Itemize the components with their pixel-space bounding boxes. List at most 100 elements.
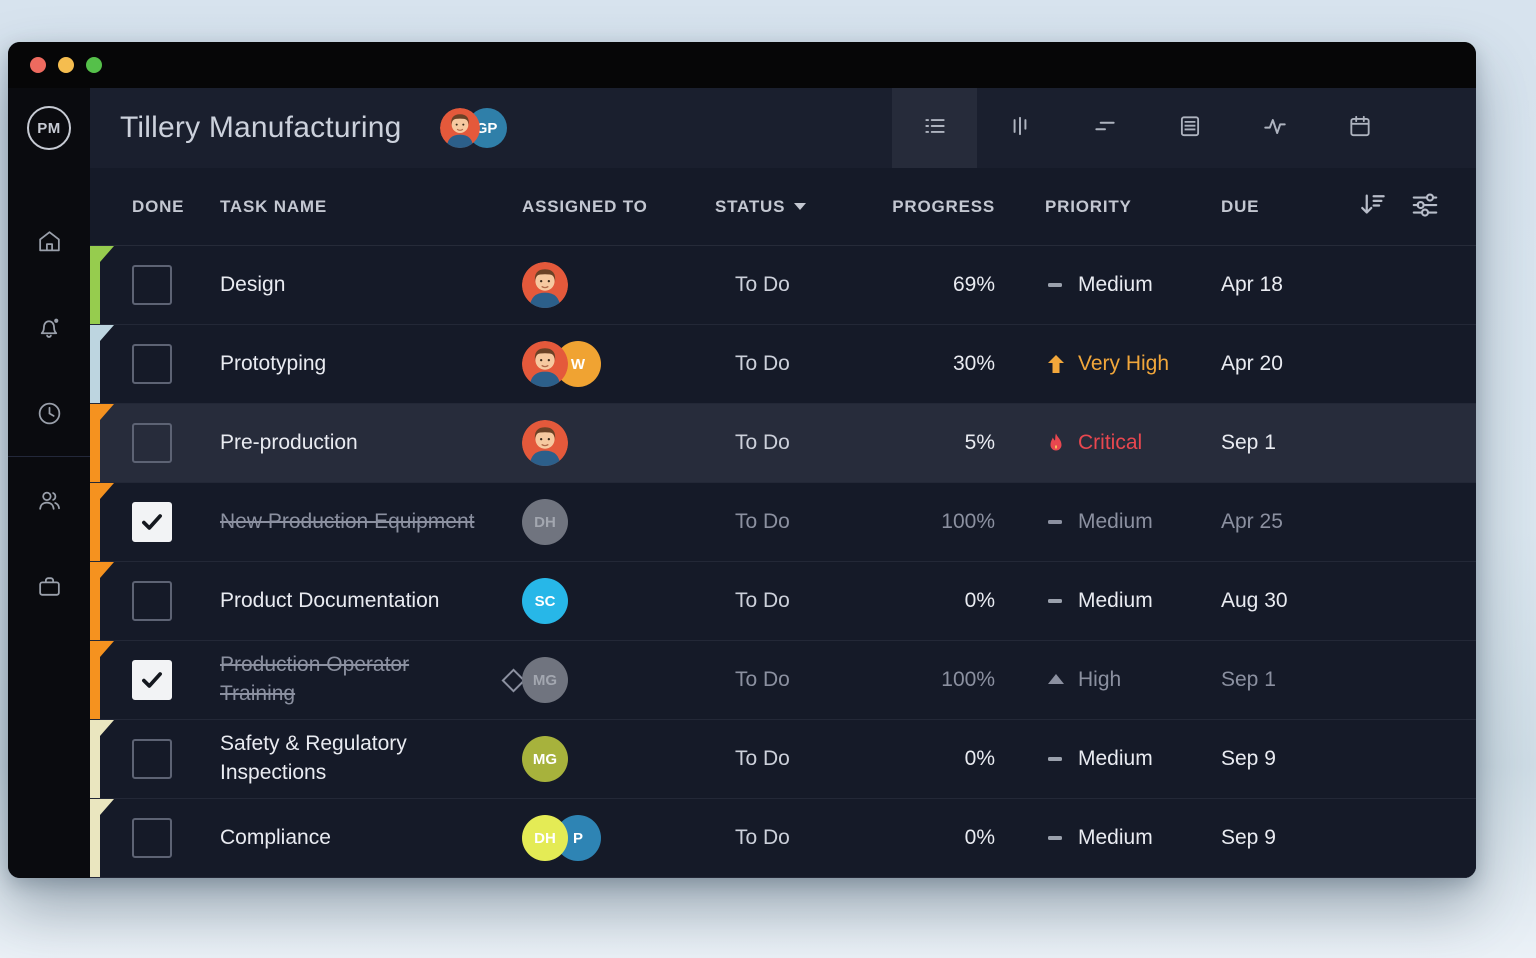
avatar[interactable]: DH: [522, 499, 568, 545]
column-task-name[interactable]: TASK NAME: [220, 196, 327, 216]
view-list-button[interactable]: [892, 88, 977, 168]
sidebar-item-notifications[interactable]: [8, 284, 90, 370]
task-priority[interactable]: Medium: [995, 747, 1221, 771]
task-priority[interactable]: Critical: [995, 431, 1221, 455]
task-name[interactable]: Pre-production: [220, 430, 358, 454]
assignees[interactable]: MG: [522, 736, 715, 782]
sort-button[interactable]: [1358, 190, 1388, 225]
task-priority[interactable]: Medium: [995, 826, 1221, 850]
avatar[interactable]: MG: [522, 657, 568, 703]
sidebar-divider: [8, 456, 90, 457]
done-checkbox[interactable]: [132, 502, 172, 542]
done-checkbox[interactable]: [132, 423, 172, 463]
table-row[interactable]: Compliance DH P To Do 0% Medium Sep 9: [90, 799, 1476, 878]
avatar-initials: GP: [475, 119, 498, 137]
view-gantt-button[interactable]: [1062, 88, 1147, 168]
task-due: Sep 9: [1221, 747, 1276, 770]
task-name[interactable]: New Production Equipment: [220, 509, 475, 533]
task-status[interactable]: To Do: [735, 747, 790, 770]
task-status[interactable]: To Do: [735, 589, 790, 612]
task-priority[interactable]: Medium: [995, 510, 1221, 534]
column-status[interactable]: STATUS: [715, 197, 875, 217]
task-status[interactable]: To Do: [735, 273, 790, 296]
task-name[interactable]: Compliance: [220, 825, 331, 849]
table-row[interactable]: Pre-production To Do 5% Critical Sep 1: [90, 404, 1476, 483]
view-sheet-button[interactable]: [1147, 88, 1232, 168]
done-checkbox[interactable]: [132, 581, 172, 621]
page-title: Tillery Manufacturing: [120, 111, 402, 144]
done-checkbox[interactable]: [132, 739, 172, 779]
avatar[interactable]: W: [555, 341, 601, 387]
table-row[interactable]: Production Operator Training MG To Do 10…: [90, 641, 1476, 720]
task-priority[interactable]: Medium: [995, 589, 1221, 613]
column-done[interactable]: DONE: [132, 196, 185, 216]
avatar[interactable]: DH: [522, 815, 568, 861]
sidebar-item-team[interactable]: [8, 457, 90, 543]
project-members[interactable]: GP: [439, 108, 507, 148]
avatar[interactable]: [522, 420, 568, 466]
task-progress: 0%: [964, 747, 995, 770]
task-color-strip: [90, 799, 114, 877]
table-row[interactable]: New Production Equipment DH To Do 100% M…: [90, 483, 1476, 562]
table-row[interactable]: Design To Do 69% Medium Apr 18: [90, 246, 1476, 325]
task-status[interactable]: To Do: [735, 510, 790, 533]
view-calendar-button[interactable]: [1317, 88, 1402, 168]
assignees[interactable]: SC: [522, 578, 715, 624]
table-header: DONE TASK NAME ASSIGNED TO STATUS PROGRE…: [90, 168, 1476, 246]
avatar[interactable]: MG: [522, 736, 568, 782]
assignees[interactable]: [522, 262, 715, 308]
task-due: Sep 1: [1221, 431, 1276, 454]
done-checkbox[interactable]: [132, 265, 172, 305]
table-row[interactable]: Product Documentation SC To Do 0% Medium…: [90, 562, 1476, 641]
avatar[interactable]: [439, 108, 480, 148]
task-status[interactable]: To Do: [735, 826, 790, 849]
project-header: Tillery Manufacturing GP: [90, 88, 1476, 168]
assignees[interactable]: DH P: [522, 815, 715, 861]
task-priority[interactable]: Medium: [995, 273, 1221, 297]
task-name[interactable]: Design: [220, 272, 286, 296]
task-status[interactable]: To Do: [735, 668, 790, 691]
column-due[interactable]: DUE: [1221, 196, 1260, 216]
table-row[interactable]: Safety & Regulatory Inspections MG To Do…: [90, 720, 1476, 799]
task-progress: 0%: [964, 589, 995, 612]
column-priority[interactable]: PRIORITY: [1045, 196, 1132, 216]
task-due: Aug 30: [1221, 589, 1288, 612]
view-board-button[interactable]: [977, 88, 1062, 168]
priority-label: Medium: [1078, 273, 1153, 296]
sidebar-item-home[interactable]: [8, 198, 90, 284]
assignees[interactable]: W: [522, 341, 715, 387]
task-status[interactable]: To Do: [735, 352, 790, 375]
task-name[interactable]: Product Documentation: [220, 588, 440, 612]
column-assigned-to[interactable]: ASSIGNED TO: [522, 196, 648, 216]
zoom-window-button[interactable]: [86, 57, 102, 73]
sheet-icon: [1177, 113, 1203, 144]
assignees[interactable]: [522, 420, 715, 466]
column-progress[interactable]: PROGRESS: [892, 196, 995, 216]
sidebar-item-projects[interactable]: [8, 543, 90, 629]
task-progress: 69%: [952, 273, 995, 296]
task-name[interactable]: Production Operator Training: [220, 653, 410, 705]
briefcase-icon: [36, 573, 63, 600]
task-status[interactable]: To Do: [735, 431, 790, 454]
minimize-window-button[interactable]: [58, 57, 74, 73]
avatar[interactable]: SC: [522, 578, 568, 624]
dash-icon: [1045, 748, 1067, 770]
sidebar-item-recent[interactable]: [8, 370, 90, 456]
done-checkbox[interactable]: [132, 344, 172, 384]
priority-label: High: [1078, 668, 1122, 691]
avatar[interactable]: [522, 262, 568, 308]
task-name[interactable]: Safety & Regulatory Inspections: [220, 732, 407, 784]
view-activity-button[interactable]: [1232, 88, 1317, 168]
task-priority[interactable]: Very High: [995, 352, 1221, 376]
assignees[interactable]: MG: [522, 657, 715, 703]
close-window-button[interactable]: [30, 57, 46, 73]
done-checkbox[interactable]: [132, 660, 172, 700]
task-priority[interactable]: High: [995, 668, 1221, 692]
done-checkbox[interactable]: [132, 818, 172, 858]
assignees[interactable]: DH: [522, 499, 715, 545]
table-row[interactable]: Prototyping W To Do 30% Very High Apr 20: [90, 325, 1476, 404]
avatar[interactable]: [522, 341, 568, 387]
flame-icon: [1045, 432, 1067, 454]
filter-button[interactable]: [1410, 190, 1440, 225]
task-name[interactable]: Prototyping: [220, 351, 327, 375]
